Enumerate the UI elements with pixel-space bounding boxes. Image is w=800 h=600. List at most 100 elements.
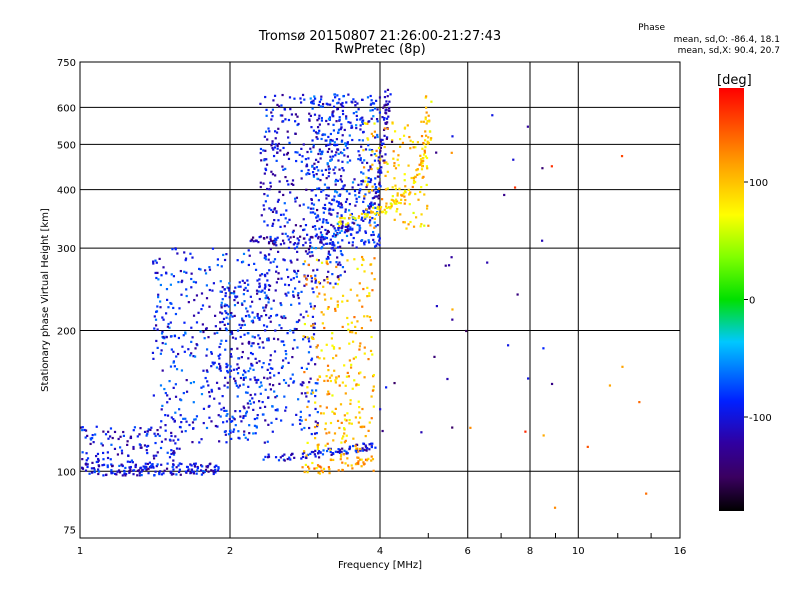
data-point xyxy=(283,259,286,262)
data-point xyxy=(185,271,188,274)
data-point xyxy=(246,289,249,292)
data-point xyxy=(219,366,222,369)
data-point xyxy=(292,229,295,232)
data-point xyxy=(199,268,202,271)
data-point xyxy=(291,373,294,376)
data-point xyxy=(178,468,181,471)
data-point xyxy=(203,470,206,474)
data-point xyxy=(339,127,342,131)
data-point xyxy=(366,315,369,318)
data-point xyxy=(376,120,379,123)
data-point xyxy=(398,187,401,190)
data-point xyxy=(324,444,327,447)
data-point xyxy=(362,149,365,152)
data-point xyxy=(338,448,341,451)
data-point xyxy=(263,287,266,290)
data-point xyxy=(341,166,344,170)
data-point xyxy=(379,169,382,172)
data-point xyxy=(264,306,267,309)
data-point xyxy=(383,127,386,130)
data-point xyxy=(217,414,220,417)
data-point xyxy=(95,460,98,464)
data-point xyxy=(358,345,361,348)
data-point xyxy=(394,167,398,170)
data-point xyxy=(170,416,173,419)
data-point xyxy=(240,356,243,359)
data-point xyxy=(106,456,110,460)
data-point xyxy=(205,465,208,468)
data-point xyxy=(344,462,347,465)
data-point xyxy=(264,149,267,152)
data-point xyxy=(336,263,340,266)
data-point xyxy=(316,344,319,347)
data-point xyxy=(332,225,335,228)
data-point xyxy=(284,381,288,384)
data-point xyxy=(374,206,377,209)
data-point xyxy=(271,240,274,243)
data-point xyxy=(297,398,300,401)
data-point xyxy=(238,281,241,284)
data-point xyxy=(379,206,383,209)
data-point xyxy=(287,291,290,294)
data-point xyxy=(328,472,331,475)
data-point xyxy=(406,124,409,127)
data-point xyxy=(342,169,345,172)
data-point xyxy=(192,381,196,384)
data-point xyxy=(314,407,317,411)
data-point xyxy=(270,421,273,424)
data-point xyxy=(385,137,389,140)
data-point xyxy=(323,133,327,136)
data-point xyxy=(265,163,269,166)
data-point xyxy=(309,255,312,258)
data-point xyxy=(306,336,309,339)
data-point xyxy=(310,432,313,436)
data-point xyxy=(168,438,172,441)
data-point xyxy=(282,340,285,343)
data-point xyxy=(379,207,382,211)
data-point xyxy=(284,217,287,220)
data-point xyxy=(370,335,373,339)
data-point xyxy=(313,467,316,470)
data-point xyxy=(330,297,333,300)
data-point xyxy=(158,471,161,475)
data-point xyxy=(365,447,369,450)
data-point xyxy=(327,250,331,253)
data-point xyxy=(328,116,332,119)
colorbar-tick-label: 0 xyxy=(749,296,755,307)
data-point xyxy=(118,464,121,468)
data-point xyxy=(312,207,315,210)
data-point xyxy=(430,100,433,103)
data-point xyxy=(248,315,251,318)
data-point xyxy=(341,160,344,163)
data-point xyxy=(340,140,343,143)
data-point xyxy=(251,352,254,356)
data-point xyxy=(200,292,204,295)
data-point xyxy=(274,130,277,133)
data-point xyxy=(175,466,178,469)
data-point xyxy=(524,430,527,433)
data-point xyxy=(211,361,214,364)
data-point xyxy=(287,238,290,241)
data-point xyxy=(325,221,328,224)
data-point xyxy=(317,237,320,240)
data-point xyxy=(276,147,279,150)
data-point xyxy=(321,471,325,474)
data-point xyxy=(257,316,260,320)
data-point xyxy=(216,331,219,334)
data-point xyxy=(212,282,216,285)
data-point xyxy=(128,466,132,469)
data-point xyxy=(309,305,313,308)
data-point xyxy=(207,336,210,339)
data-point xyxy=(239,326,242,329)
data-point xyxy=(270,307,273,310)
data-point xyxy=(301,466,304,469)
data-point xyxy=(309,377,312,380)
data-point xyxy=(332,346,336,349)
data-point xyxy=(368,315,372,319)
data-point xyxy=(380,166,383,169)
data-point xyxy=(305,454,308,457)
data-point xyxy=(376,211,379,215)
data-point xyxy=(264,285,267,288)
data-point xyxy=(342,94,346,98)
data-point xyxy=(225,311,228,315)
